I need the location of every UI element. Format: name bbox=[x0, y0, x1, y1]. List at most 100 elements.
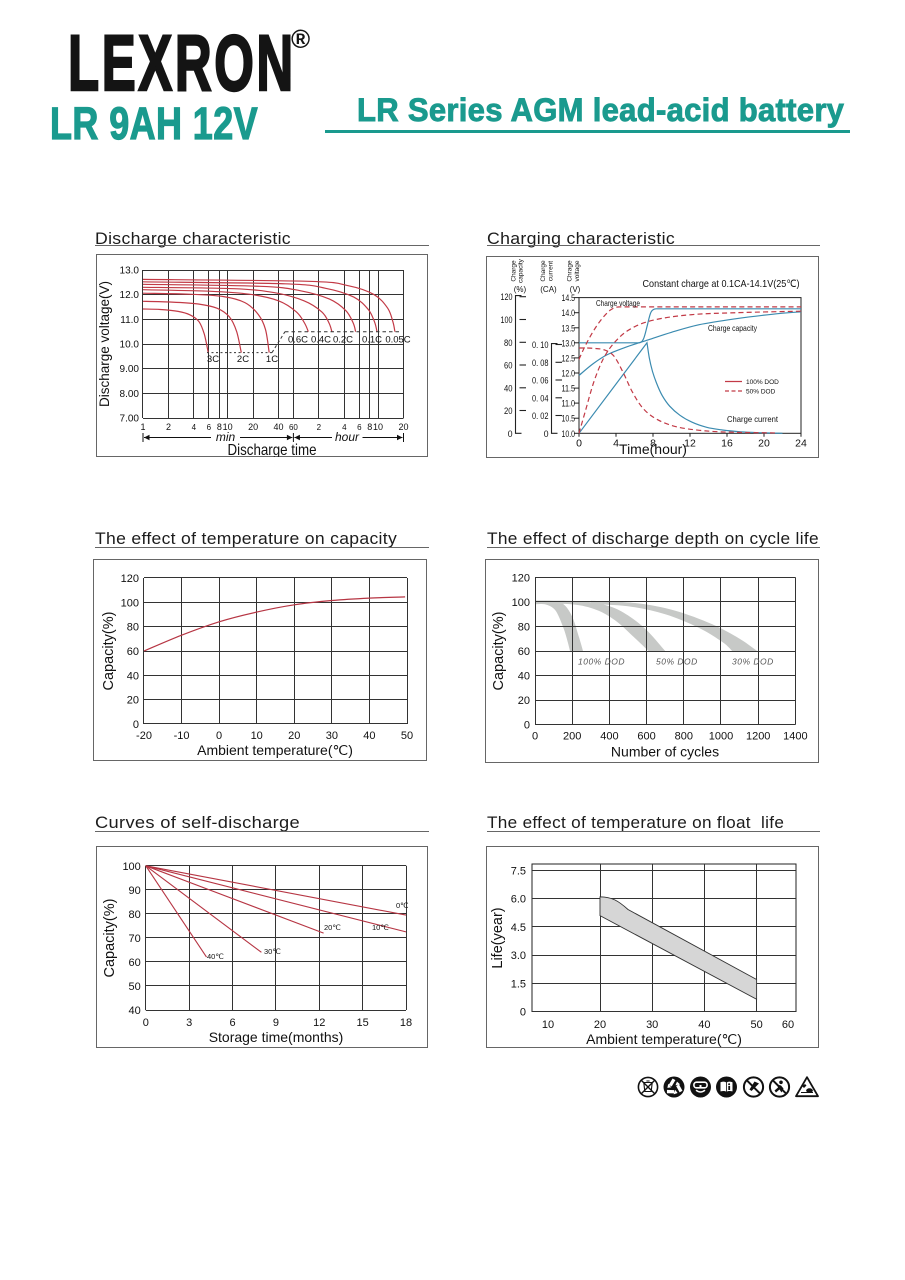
svg-text:800: 800 bbox=[675, 731, 693, 743]
svg-text:20: 20 bbox=[248, 422, 258, 432]
svg-text:3C: 3C bbox=[207, 354, 219, 365]
svg-text:600: 600 bbox=[637, 731, 655, 743]
svg-text:Charge: Charge bbox=[540, 260, 547, 282]
svg-text:Capacity(%): Capacity(%) bbox=[102, 899, 118, 978]
svg-text:2: 2 bbox=[166, 422, 171, 432]
svg-text:13.5: 13.5 bbox=[562, 323, 576, 334]
svg-text:Ambient temperature(℃): Ambient temperature(℃) bbox=[586, 1031, 742, 1047]
svg-text:Storage time(months): Storage time(months) bbox=[209, 1029, 344, 1045]
svg-text:14.5: 14.5 bbox=[562, 293, 576, 304]
svg-text:2C: 2C bbox=[237, 354, 249, 365]
svg-text:24: 24 bbox=[795, 437, 807, 449]
svg-text:3: 3 bbox=[186, 1017, 192, 1029]
svg-text:6: 6 bbox=[357, 423, 362, 432]
svg-text:100% DOD: 100% DOD bbox=[746, 379, 779, 386]
svg-text:4: 4 bbox=[342, 423, 347, 432]
svg-text:20: 20 bbox=[504, 406, 513, 417]
svg-text:Capacity(%): Capacity(%) bbox=[491, 612, 507, 691]
svg-text:0.2C: 0.2C bbox=[333, 335, 353, 346]
svg-text:9.00: 9.00 bbox=[120, 364, 140, 375]
svg-text:10.0: 10.0 bbox=[120, 340, 140, 351]
svg-text:2: 2 bbox=[317, 423, 322, 432]
svg-text:(V): (V) bbox=[570, 285, 581, 294]
svg-text:20: 20 bbox=[398, 422, 408, 432]
svg-text:10: 10 bbox=[542, 1019, 554, 1031]
svg-text:13.0: 13.0 bbox=[120, 266, 140, 277]
svg-text:9: 9 bbox=[273, 1017, 279, 1029]
svg-text:0. 06: 0. 06 bbox=[532, 376, 549, 387]
svg-text:current: current bbox=[548, 261, 555, 281]
svg-text:40: 40 bbox=[504, 383, 513, 394]
svg-text:voltage: voltage bbox=[574, 260, 581, 281]
svg-text:7.5: 7.5 bbox=[511, 865, 526, 877]
svg-text:(CA): (CA) bbox=[540, 285, 557, 294]
svg-text:40: 40 bbox=[698, 1019, 710, 1031]
svg-text:Discharge time: Discharge time bbox=[228, 442, 317, 457]
svg-text:1: 1 bbox=[140, 422, 145, 432]
svg-text:Time(hour): Time(hour) bbox=[619, 441, 687, 457]
svg-text:0.4C: 0.4C bbox=[311, 335, 331, 346]
svg-text:8: 8 bbox=[367, 422, 372, 432]
svg-text:60: 60 bbox=[129, 957, 141, 969]
svg-text:100: 100 bbox=[122, 861, 140, 873]
svg-text:-20: -20 bbox=[136, 730, 152, 742]
svg-text:0.05C: 0.05C bbox=[385, 335, 410, 346]
svg-text:30℃: 30℃ bbox=[264, 947, 281, 956]
svg-text:20: 20 bbox=[288, 730, 300, 742]
svg-text:0: 0 bbox=[532, 731, 538, 743]
svg-text:min: min bbox=[216, 430, 236, 444]
svg-text:11.0: 11.0 bbox=[120, 315, 139, 326]
svg-text:20: 20 bbox=[127, 695, 139, 707]
svg-text:0: 0 bbox=[508, 429, 513, 440]
svg-text:Constant charge at 0.1CA-14.1V: Constant charge at 0.1CA-14.1V(25℃) bbox=[643, 278, 800, 290]
svg-text:0: 0 bbox=[544, 429, 549, 440]
svg-text:40℃: 40℃ bbox=[207, 952, 224, 961]
svg-text:0: 0 bbox=[576, 437, 582, 449]
svg-text:40: 40 bbox=[127, 670, 139, 682]
svg-text:80: 80 bbox=[518, 622, 530, 634]
svg-text:60: 60 bbox=[289, 423, 298, 432]
svg-text:1000: 1000 bbox=[709, 731, 733, 743]
svg-text:30: 30 bbox=[646, 1019, 658, 1031]
svg-text:12: 12 bbox=[313, 1017, 325, 1029]
svg-text:6: 6 bbox=[207, 423, 212, 432]
svg-text:10.5: 10.5 bbox=[562, 414, 576, 425]
svg-text:1C: 1C bbox=[266, 354, 278, 365]
svg-text:Charge current: Charge current bbox=[727, 414, 779, 424]
svg-text:capacity: capacity bbox=[518, 258, 525, 283]
svg-text:12.0: 12.0 bbox=[120, 290, 140, 301]
svg-text:16: 16 bbox=[721, 437, 733, 449]
svg-text:4: 4 bbox=[613, 437, 619, 449]
svg-text:50: 50 bbox=[401, 730, 413, 742]
svg-text:hour: hour bbox=[335, 430, 360, 444]
svg-text:60: 60 bbox=[504, 361, 513, 372]
svg-text:12.0: 12.0 bbox=[562, 369, 576, 380]
svg-text:14.0: 14.0 bbox=[562, 308, 576, 319]
svg-text:Charge: Charge bbox=[511, 260, 518, 282]
svg-text:60: 60 bbox=[127, 646, 139, 658]
svg-text:20℃: 20℃ bbox=[324, 923, 341, 932]
svg-text:8: 8 bbox=[650, 437, 656, 449]
svg-text:0. 02: 0. 02 bbox=[532, 411, 549, 422]
svg-text:0. 08: 0. 08 bbox=[532, 358, 549, 369]
svg-text:120: 120 bbox=[501, 292, 513, 303]
svg-text:0. 04: 0. 04 bbox=[532, 393, 549, 404]
svg-text:20: 20 bbox=[758, 437, 770, 449]
svg-text:0: 0 bbox=[133, 719, 139, 731]
svg-text:15: 15 bbox=[356, 1017, 368, 1029]
svg-text:10.0: 10.0 bbox=[562, 429, 576, 440]
svg-text:10: 10 bbox=[223, 422, 233, 432]
svg-text:100: 100 bbox=[501, 315, 513, 326]
svg-text:90: 90 bbox=[129, 885, 141, 897]
svg-text:100: 100 bbox=[512, 597, 530, 609]
svg-text:13.0: 13.0 bbox=[562, 338, 576, 349]
svg-text:80: 80 bbox=[504, 338, 513, 349]
svg-text:4: 4 bbox=[192, 423, 197, 432]
svg-text:0.6C: 0.6C bbox=[288, 335, 308, 346]
svg-text:50% DOD: 50% DOD bbox=[656, 657, 698, 667]
svg-text:10: 10 bbox=[251, 730, 263, 742]
svg-text:10: 10 bbox=[373, 422, 383, 432]
svg-text:12.5: 12.5 bbox=[562, 353, 576, 364]
svg-text:0: 0 bbox=[524, 720, 530, 732]
svg-text:50: 50 bbox=[750, 1019, 762, 1031]
